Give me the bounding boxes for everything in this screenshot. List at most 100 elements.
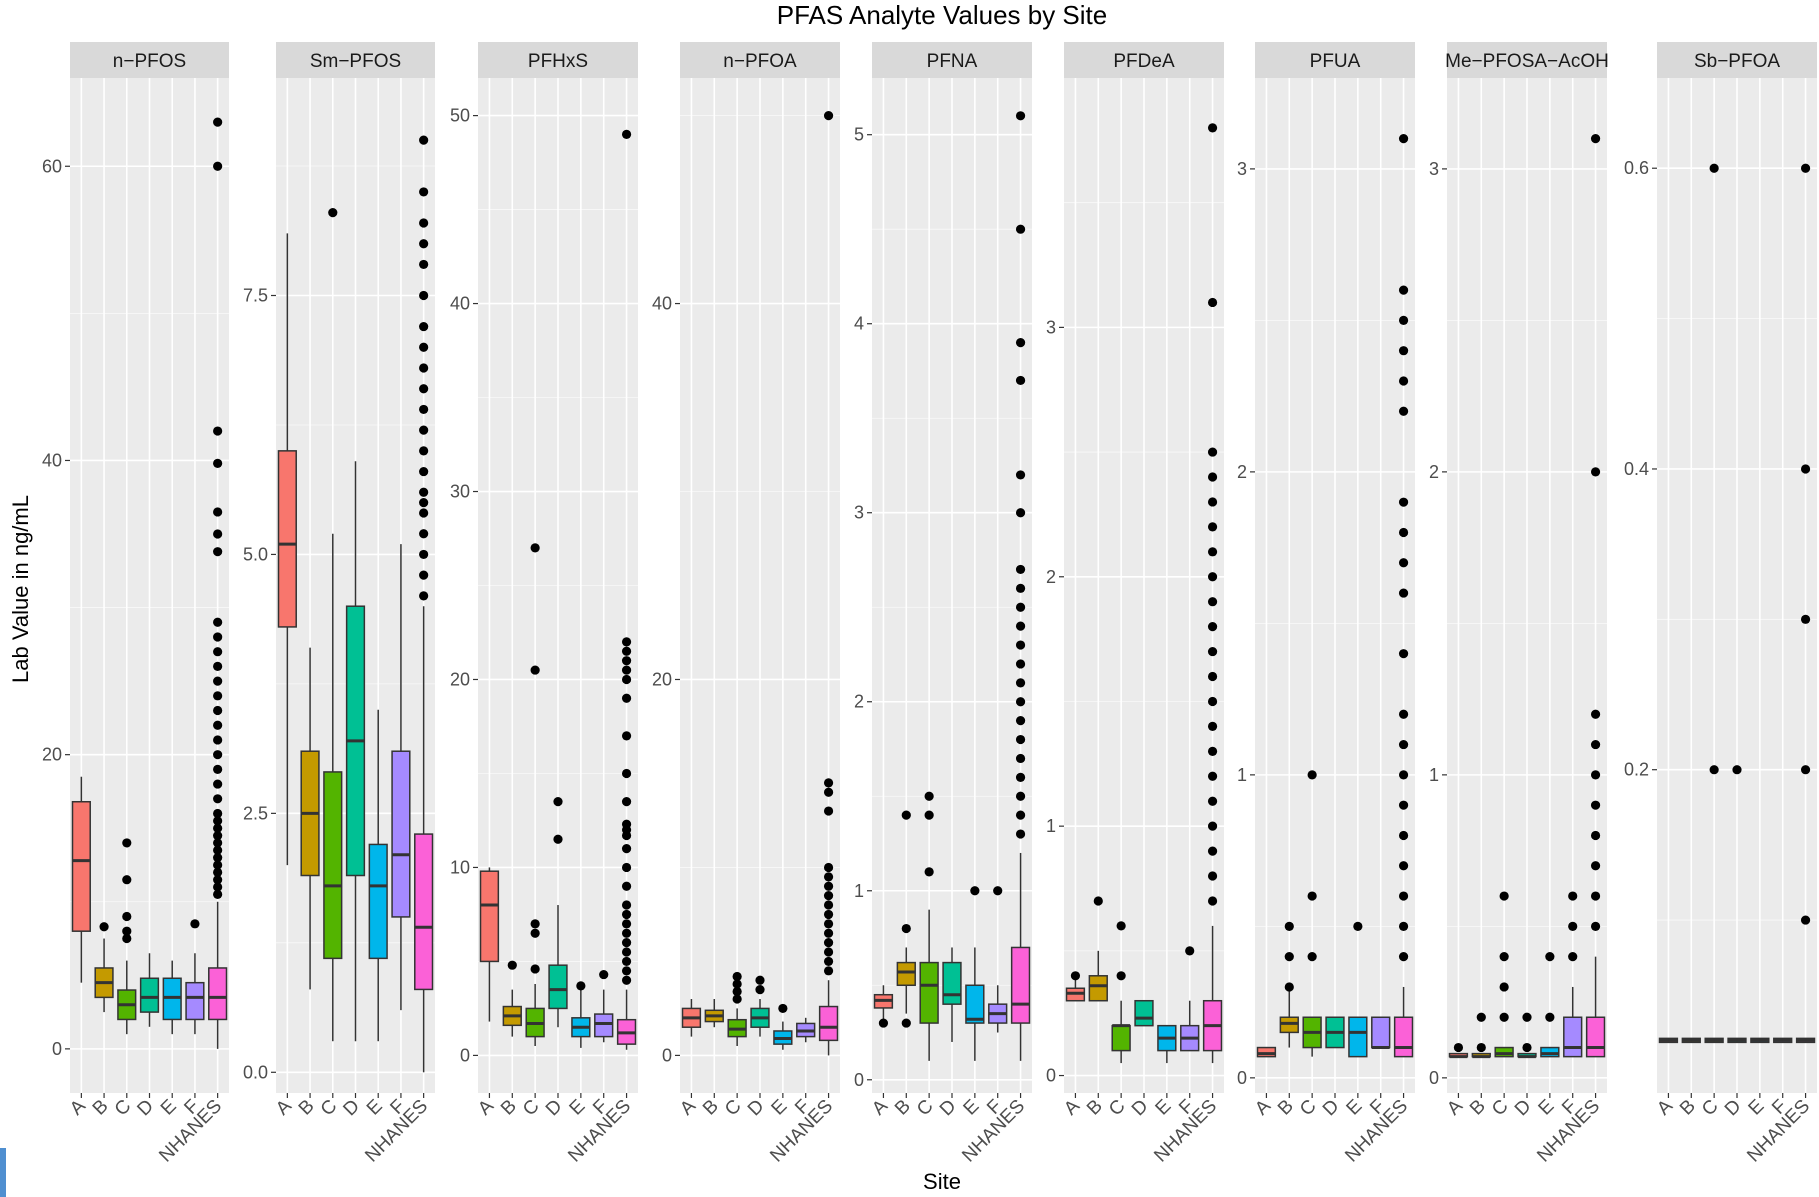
outlier-point — [1522, 1042, 1532, 1053]
y-tick-label: 2 — [1429, 462, 1439, 482]
outlier-point — [1015, 508, 1026, 518]
x-tick-label: E — [157, 1096, 181, 1120]
outlier-point — [1093, 896, 1103, 906]
outlier-point — [621, 938, 632, 948]
y-tick-label: 0 — [52, 1039, 62, 1059]
x-tick-label: C — [721, 1096, 746, 1121]
facet-strip-label: n−PFOS — [113, 51, 186, 72]
outlier-point — [1207, 846, 1218, 856]
box-e — [1348, 921, 1368, 1058]
outlier-point — [823, 900, 834, 910]
x-tick-label: D — [1128, 1096, 1153, 1121]
outlier-point — [1015, 224, 1026, 234]
outlier-point — [621, 975, 632, 985]
outlier-point — [993, 886, 1003, 896]
box-b — [896, 810, 916, 1028]
box-e — [162, 960, 182, 1035]
iqr-box — [1279, 1016, 1299, 1034]
y-tick-label: 20 — [652, 669, 672, 689]
y-tick-label: 40 — [652, 294, 672, 314]
outlier-point — [1015, 716, 1026, 726]
y-tick-label: 0 — [1046, 1066, 1056, 1086]
outlier-point — [732, 994, 742, 1004]
box-e — [1750, 1037, 1770, 1044]
outlier-point — [419, 446, 429, 456]
y-tick-label: 0 — [1429, 1068, 1439, 1088]
outlier-point — [878, 1018, 889, 1028]
x-tick-label: D — [339, 1096, 364, 1121]
outlier-point — [621, 966, 632, 976]
outlier-point — [1476, 1012, 1486, 1022]
outlier-point — [213, 750, 223, 760]
y-tick-label: 1 — [1237, 765, 1247, 785]
outlier-point — [213, 426, 223, 436]
outlier-point — [419, 570, 429, 580]
y-tick-label: 1 — [854, 881, 864, 901]
facet-strip-label: Sb−PFOA — [1694, 51, 1780, 72]
facet-strip — [680, 42, 840, 78]
box-b — [502, 960, 522, 1037]
outlier-point — [1015, 375, 1026, 386]
x-tick-label: B — [1083, 1096, 1107, 1120]
facet-strip-label: PFUA — [1310, 51, 1361, 72]
outlier-point — [1015, 602, 1026, 612]
outlier-point — [1590, 467, 1601, 477]
iqr-box — [323, 771, 343, 960]
outlier-point — [1015, 621, 1026, 631]
outlier-point — [901, 810, 911, 820]
outlier-point — [1398, 861, 1409, 871]
outlier-point — [1499, 891, 1509, 901]
outlier-point — [1398, 952, 1409, 962]
y-tick-label: 30 — [450, 482, 470, 502]
iqr-box — [919, 961, 939, 1024]
outlier-point — [1398, 770, 1409, 780]
y-tick-label: 2 — [1237, 462, 1247, 482]
outlier-point — [1398, 527, 1409, 538]
y-tick-label: 5 — [854, 125, 864, 145]
outlier-point — [1800, 915, 1811, 925]
outlier-point — [213, 720, 223, 730]
box-a — [873, 985, 894, 1028]
outlier-point — [901, 923, 911, 934]
outlier-point — [213, 845, 223, 855]
box-b — [1279, 921, 1299, 1048]
outlier-point — [213, 808, 223, 819]
facet-strip-label: Me−PFOSA−AcOH — [1445, 51, 1609, 72]
outlier-point — [1015, 829, 1026, 839]
outlier-point — [1398, 406, 1409, 416]
outlier-point — [1116, 921, 1126, 931]
facet-strip-label: PFDeA — [1113, 51, 1175, 72]
outlier-point — [732, 986, 742, 997]
box-f — [185, 919, 205, 1035]
iqr-box — [479, 870, 500, 963]
box-e — [773, 1003, 793, 1050]
outlier-point — [419, 187, 429, 197]
x-tick-label: E — [1535, 1096, 1559, 1120]
outlier-point — [122, 911, 132, 922]
outlier-point — [213, 529, 223, 539]
outlier-point — [1207, 447, 1218, 457]
outlier-point — [530, 919, 540, 929]
box-c — [1111, 921, 1131, 1064]
x-tick-label: C — [1488, 1096, 1513, 1121]
facet-strip — [872, 42, 1032, 78]
iqr-box — [185, 981, 205, 1021]
outlier-point — [823, 806, 834, 816]
iqr-box — [1348, 1016, 1368, 1058]
outlier-point — [621, 797, 632, 807]
box-e — [368, 709, 388, 1042]
outlier-point — [419, 466, 429, 477]
box-f — [1180, 946, 1200, 1052]
box-d — [750, 975, 770, 1037]
outlier-point — [732, 979, 742, 989]
box-e — [571, 981, 591, 1048]
x-tick-label: D — [1721, 1096, 1746, 1121]
outlier-point — [419, 342, 429, 352]
outlier-point — [621, 844, 632, 854]
outlier-point — [1568, 921, 1578, 931]
outlier-point — [1015, 659, 1026, 669]
iqr-box — [1494, 1046, 1514, 1058]
